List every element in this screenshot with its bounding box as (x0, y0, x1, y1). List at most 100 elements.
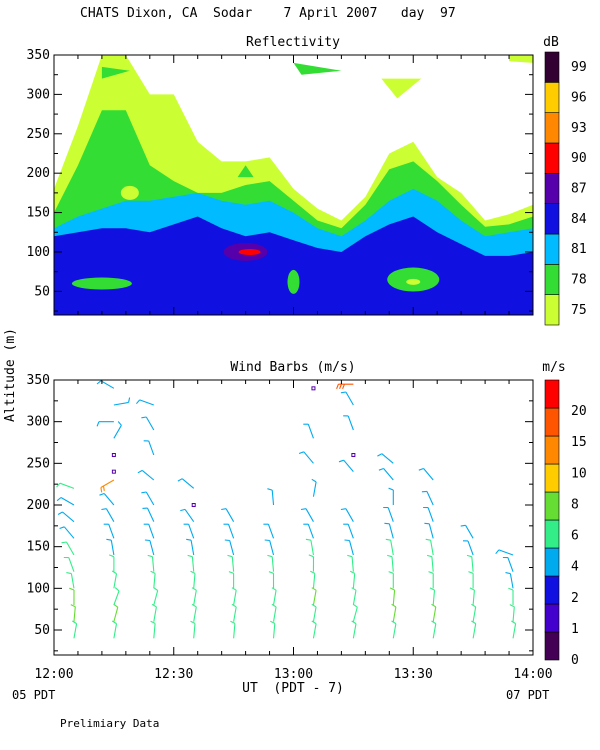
wind-barb-staff (184, 509, 195, 522)
wind-barb-flag (141, 416, 147, 419)
wind-barb-staff (110, 540, 115, 556)
wind-barb-flag (378, 467, 384, 471)
wind-barb-flag (117, 421, 122, 426)
wind-barb-staff (343, 459, 354, 473)
wind-barb-staff (312, 481, 317, 497)
wind-barb-flag (505, 572, 511, 575)
wind-y-tick-label: 200 (27, 498, 50, 513)
wind-barb-flag (308, 554, 314, 558)
wind-colorbar-label: 4 (571, 560, 579, 575)
wind-barb-staff (383, 468, 394, 481)
wind-barb-staff (105, 508, 115, 522)
wind-barb-staff (191, 556, 195, 572)
wind-barb-staff (147, 507, 155, 522)
wind-barb-flag (431, 620, 437, 625)
wind-barb-staff (390, 540, 394, 556)
wind-barb-flag (96, 380, 102, 385)
wind-barb-staff (432, 606, 437, 622)
wind-barb-flag (144, 539, 150, 542)
wind-barb-staff (430, 540, 434, 556)
wind-barb-flag (150, 570, 156, 574)
wind-barb-staff (139, 399, 154, 406)
wind-barb-flag (509, 604, 515, 608)
wind-barb-staff (312, 573, 316, 589)
wind-colorbar-label: 15 (571, 435, 587, 450)
wind-barb-flag (466, 554, 472, 558)
wind-barb-staff (352, 590, 357, 606)
wind-barb-flag (128, 397, 131, 403)
reflectivity-colorbar-swatch (544, 264, 560, 295)
reflectivity-colorbar-label: 99 (571, 60, 587, 75)
wind-barb-flag (56, 497, 62, 502)
wind-barb-flag (310, 570, 316, 574)
wind-barb-flag (468, 571, 474, 574)
wind-barb-staff (512, 606, 515, 622)
wind-barb-flag (511, 620, 516, 625)
wind-barb-flag (344, 539, 350, 542)
upper-pocket-78-b (293, 62, 342, 75)
reflectivity-units: dB (543, 35, 559, 50)
reflectivity-colorbar-swatch (544, 142, 560, 174)
wind-barb-flag (342, 383, 345, 390)
wind-colorbar-swatch (544, 631, 560, 661)
wind-barb-staff (59, 482, 75, 489)
wind-barb-staff (472, 623, 477, 639)
wind-barb-flag (385, 538, 391, 541)
wind-barb-flag (311, 603, 317, 608)
wind-barb-staff (145, 491, 155, 506)
wind-colorbar-swatch (544, 491, 560, 521)
wind-barb-flag (311, 478, 317, 483)
wind-barb-staff (271, 556, 275, 572)
wind-barb-staff (113, 590, 120, 606)
calm-marker (351, 453, 356, 457)
reflectivity-core-90 (238, 248, 261, 255)
wind-barb-flag (389, 587, 395, 591)
wind-barb-staff (141, 469, 155, 481)
wind-barb-flag (349, 570, 355, 574)
low-pocket-78-a (71, 277, 132, 290)
wind-barb-staff (193, 573, 196, 589)
reflectivity-colorbar-label: 78 (571, 273, 587, 288)
wind-barb-staff (507, 557, 514, 572)
x-tick-label: 13:30 (394, 667, 433, 682)
wind-barb-staff (312, 606, 317, 622)
wind-colorbar-label: 1 (571, 622, 579, 637)
wind-barb-flag (340, 391, 346, 394)
wind-barb-staff (113, 623, 118, 639)
wind-barb-staff (153, 606, 157, 622)
wind-barb-staff (153, 590, 159, 606)
upper-pocket-78-a (101, 66, 130, 79)
wind-barb-staff (509, 573, 514, 589)
wind-barb-flag (298, 451, 304, 455)
wind-barb-staff (113, 607, 119, 622)
wind-barb-flag (56, 482, 61, 488)
reflectivity-colorbar-swatch (544, 51, 560, 83)
wind-barb-staff (233, 590, 237, 606)
wind-barb-flag (72, 620, 77, 625)
wind-barbs-units: m/s (542, 360, 565, 375)
wind-barb-staff (113, 401, 129, 406)
wind-barb-flag (377, 453, 383, 457)
wind-colorbar-label: 2 (571, 591, 579, 606)
reflectivity-y-tick-label: 150 (27, 206, 50, 221)
wind-barb-flag (109, 554, 115, 558)
wind-colorbar-swatch (544, 519, 560, 549)
wind-barb-flag (106, 538, 112, 541)
wind-y-tick-label: 50 (34, 623, 50, 638)
reflectivity-colorbar-swatch (544, 294, 560, 326)
wind-barb-flag (426, 554, 433, 558)
wind-barb-staff (181, 478, 195, 489)
reflectivity-y-tick-label: 50 (34, 284, 50, 299)
wind-barb-staff (267, 524, 275, 539)
reflectivity-contours (54, 55, 533, 315)
mid-pocket-78 (237, 165, 254, 178)
wind-barb-staff (345, 508, 354, 522)
x-tick-label: 12:00 (34, 667, 73, 682)
wind-barb-flag (190, 570, 196, 574)
wind-barb-staff (62, 511, 75, 523)
wind-colorbar-label: 20 (571, 404, 587, 419)
wind-barb-staff (148, 524, 155, 539)
wind-barb-staff (392, 606, 397, 622)
wind-barb-staff (153, 573, 156, 589)
wind-colorbar-swatch (544, 463, 560, 493)
